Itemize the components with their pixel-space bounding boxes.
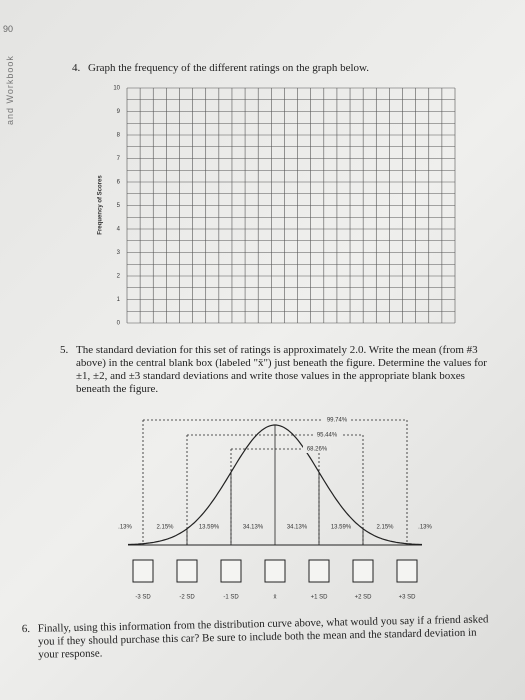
y-tick-label: 5 xyxy=(117,203,121,209)
y-tick-label: 9 xyxy=(117,109,121,115)
box-label: -2 SD xyxy=(179,595,195,601)
y-tick-label: 7 xyxy=(117,156,121,162)
label-bg xyxy=(313,431,341,439)
question: 5. The standard deviation for this set o… xyxy=(60,344,492,396)
question-number: 5. xyxy=(60,344,69,356)
question-number: 4. xyxy=(72,62,81,74)
box-label: +3 SD xyxy=(399,595,417,601)
question-text: Graph the frequency of the different rat… xyxy=(88,62,370,74)
page-number: 90 xyxy=(3,24,14,34)
y-tick-label: 3 xyxy=(117,250,121,256)
box-label: -3 SD xyxy=(135,595,151,601)
segment-label: .13% xyxy=(118,525,132,531)
y-tick-label: 10 xyxy=(113,86,120,92)
segment-label: 13.59% xyxy=(331,525,352,531)
y-tick-label: 8 xyxy=(117,133,121,139)
answer-box xyxy=(396,559,418,583)
answer-box xyxy=(132,559,154,583)
y-tick-label: 6 xyxy=(117,180,121,186)
answer-box xyxy=(352,559,374,583)
answer-box xyxy=(308,559,330,583)
y-axis-label: Frequency of Scores xyxy=(98,175,104,235)
y-tick-label: 2 xyxy=(117,274,121,280)
segment-label: .13% xyxy=(418,525,432,531)
answer-box xyxy=(264,559,286,583)
y-tick-label: 1 xyxy=(117,297,121,303)
label-bg xyxy=(303,445,331,453)
range-label: 99.74% xyxy=(327,418,348,424)
question-text: The standard deviation for this set of r… xyxy=(76,344,487,395)
segment-label: 13.59% xyxy=(199,525,220,531)
box-label: x̄ xyxy=(274,595,277,601)
range-label: 68.26% xyxy=(307,447,328,453)
segment-label: 2.15% xyxy=(376,525,394,531)
box-label: +1 SD xyxy=(311,595,329,601)
label-bg xyxy=(323,416,351,424)
box-label: -1 SD xyxy=(223,595,239,601)
y-tick-label: 4 xyxy=(117,227,121,233)
segment-label: 34.13% xyxy=(243,525,264,531)
answer-box xyxy=(176,559,198,583)
segment-label: 2.15% xyxy=(156,525,174,531)
question: 4. Graph the frequency of the different … xyxy=(72,62,488,75)
segment-label: 34.13% xyxy=(287,525,308,531)
box-label: +2 SD xyxy=(355,595,373,601)
y-tick-label: 0 xyxy=(117,321,121,327)
answer-box xyxy=(220,559,242,583)
range-label: 95.44% xyxy=(317,433,338,439)
